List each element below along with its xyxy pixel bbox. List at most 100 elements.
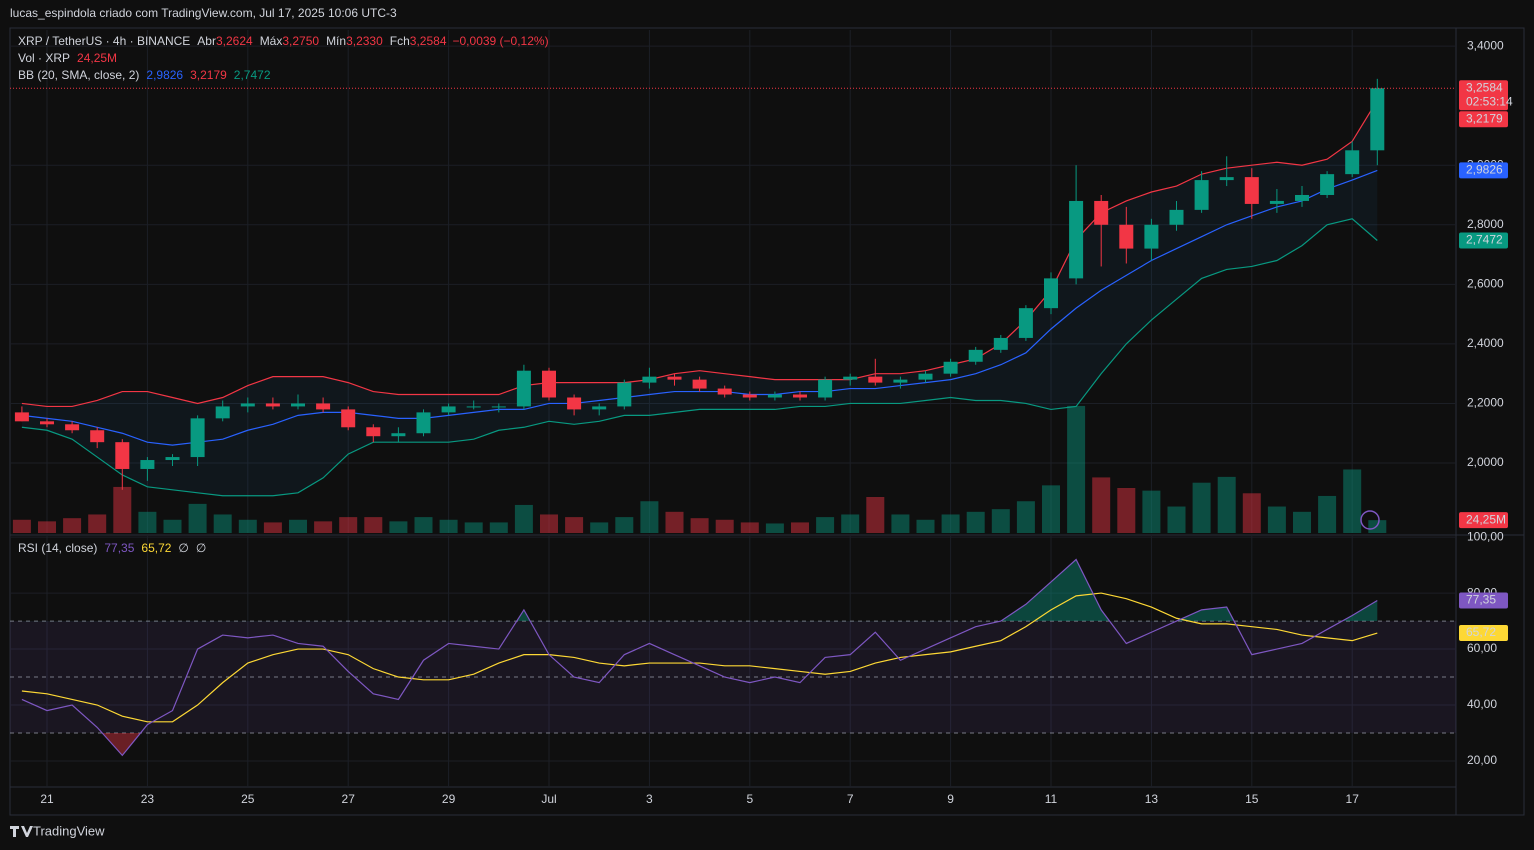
- legend-item: 3,2750: [282, 34, 319, 48]
- legend-item: 3,2584: [410, 34, 447, 48]
- price-badge: [1459, 512, 1508, 529]
- volume-bar: [765, 523, 784, 533]
- volume-bar: [389, 521, 408, 533]
- volume-bar: [1092, 477, 1111, 533]
- volume-bar: [740, 522, 759, 533]
- volume-bar: [1217, 476, 1236, 533]
- candle-body: [567, 397, 582, 410]
- volume-bar: [489, 522, 508, 533]
- candle-body: [1295, 194, 1309, 201]
- candle-body: [1119, 224, 1134, 249]
- rsi-tick-label: 40,00: [1467, 697, 1497, 711]
- y-tick-label: 2,0000: [1467, 455, 1504, 469]
- x-tick-label: 9: [947, 792, 954, 806]
- volume-bar: [38, 521, 56, 533]
- candle-body: [968, 349, 983, 362]
- volume-bar: [238, 519, 257, 533]
- candle-body: [1018, 308, 1033, 338]
- volume-bar: [514, 504, 533, 533]
- candle-body: [265, 403, 280, 407]
- x-tick-label: Jul: [541, 792, 556, 806]
- legend-item: 2,7472: [234, 68, 271, 82]
- x-tick-label: 27: [342, 792, 356, 806]
- x-tick-label: 23: [141, 792, 155, 806]
- candle-body: [592, 406, 607, 410]
- volume-bar: [1368, 520, 1387, 533]
- legend-item: ∅: [196, 541, 206, 555]
- volume-bar: [1067, 405, 1086, 533]
- price-badge-label: 65,72: [1466, 625, 1496, 639]
- volume-bar: [138, 511, 157, 533]
- rsi-tick-label: 100,00: [1467, 529, 1504, 543]
- legend: XRP / TetherUS · 4h · BINANCE Abr3,2624 Má…: [18, 34, 549, 48]
- legend: Vol · XRP 24,25M: [18, 51, 117, 65]
- volume-bar: [640, 501, 659, 533]
- price-badge: [1459, 80, 1508, 111]
- volume-bar: [12, 519, 31, 533]
- volume-bar: [1042, 485, 1060, 533]
- candle-body: [642, 376, 657, 383]
- volume-bar: [1318, 495, 1337, 533]
- candle-body: [140, 460, 155, 469]
- candle-body: [1345, 150, 1360, 175]
- volume-bar: [791, 522, 809, 533]
- candle-body: [1370, 88, 1385, 151]
- legend-item: Fch: [390, 34, 410, 48]
- candle-body: [416, 412, 431, 434]
- volume-bar: [540, 514, 558, 533]
- volume-bar: [289, 519, 307, 533]
- candle-body: [466, 406, 481, 408]
- volume-bar: [1016, 501, 1035, 533]
- price-badge: [1459, 592, 1508, 609]
- x-tick-label: 29: [442, 792, 456, 806]
- candle-body: [1044, 278, 1058, 309]
- candle-body: [918, 373, 933, 380]
- legend-item: 3,2624: [216, 34, 253, 48]
- candle-body: [818, 379, 833, 398]
- volume-bar: [590, 522, 609, 533]
- candle-body: [717, 388, 732, 395]
- candle-body: [893, 379, 908, 383]
- candle-body: [1194, 180, 1209, 210]
- candle-body: [341, 409, 356, 428]
- volume-bar: [816, 517, 835, 533]
- volume-bar: [364, 517, 383, 533]
- volume-bar: [866, 496, 885, 533]
- volume-bar: [615, 517, 634, 533]
- candle-body: [767, 394, 782, 398]
- candle-body: [1094, 200, 1109, 225]
- volume-bar: [213, 514, 232, 533]
- volume-bar: [715, 519, 734, 533]
- candle-body: [291, 403, 305, 407]
- candle-body: [1269, 200, 1284, 204]
- candle-body: [617, 382, 632, 407]
- price-badge-label: 2,7472: [1466, 233, 1503, 247]
- volume-bar: [1117, 487, 1136, 533]
- legend-item: 24,25M: [77, 51, 117, 65]
- y-tick-label: 2,4000: [1467, 336, 1504, 350]
- candle-body: [868, 376, 883, 383]
- legend-item: ∅: [178, 541, 188, 555]
- candle-body: [65, 424, 80, 431]
- alert-icon: [1360, 510, 1380, 530]
- legend-item: RSI (14, close): [18, 541, 97, 555]
- volume-bar: [188, 503, 207, 533]
- candle-body: [14, 412, 29, 422]
- x-tick-label: 25: [241, 792, 255, 806]
- price-badge-label: 3,2179: [1466, 111, 1503, 125]
- price-badge-label: 24,25M: [1466, 512, 1506, 526]
- legend-item: Vol · XRP: [18, 51, 70, 65]
- x-tick-label: 5: [746, 792, 753, 806]
- candle-body: [491, 406, 506, 408]
- candle-body: [165, 457, 180, 461]
- candle-body: [516, 370, 531, 407]
- volume-bar: [1167, 506, 1186, 533]
- volume-bar: [414, 517, 433, 533]
- price-badge-label: 2,9826: [1466, 163, 1503, 177]
- volume-bar: [941, 514, 960, 533]
- candle-body: [316, 403, 331, 410]
- volume-bar: [464, 522, 483, 533]
- volume-bar: [1242, 493, 1261, 533]
- candle-body: [240, 403, 255, 407]
